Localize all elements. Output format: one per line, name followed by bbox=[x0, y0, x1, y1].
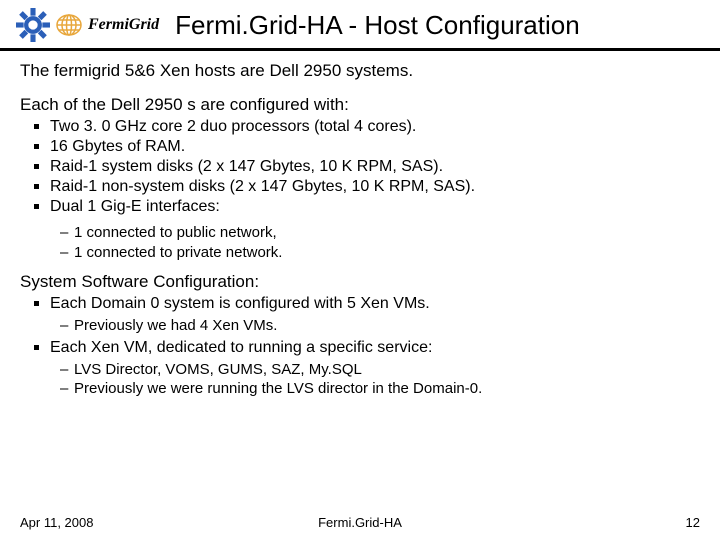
header-rule bbox=[0, 48, 720, 51]
software-heading: System Software Configuration: bbox=[20, 272, 700, 292]
logo-text: FermiGrid bbox=[88, 17, 159, 33]
list-item: Each Domain 0 system is configured with … bbox=[50, 294, 700, 314]
slide-header: FermiGrid Fermi.Grid-HA - Host Configura… bbox=[0, 0, 720, 46]
list-item: 1 connected to public network, bbox=[74, 223, 700, 243]
footer-page-number: 12 bbox=[686, 515, 700, 530]
grid-icon bbox=[56, 14, 82, 36]
software-sub-list-2: LVS Director, VOMS, GUMS, SAZ, My.SQL Pr… bbox=[20, 360, 700, 399]
footer-date: Apr 11, 2008 bbox=[20, 515, 93, 530]
paragraph-intro: The fermigrid 5&6 Xen hosts are Dell 295… bbox=[20, 61, 700, 81]
slide-footer: Apr 11, 2008 Fermi.Grid-HA 12 bbox=[0, 515, 720, 530]
list-item: 16 Gbytes of RAM. bbox=[50, 137, 700, 157]
list-item: 1 connected to private network. bbox=[74, 243, 700, 263]
list-item: Raid-1 system disks (2 x 147 Gbytes, 10 … bbox=[50, 157, 700, 177]
software-bullet-list-1: Each Domain 0 system is configured with … bbox=[20, 294, 700, 314]
footer-center: Fermi.Grid-HA bbox=[318, 515, 402, 530]
list-item: Previously we were running the LVS direc… bbox=[74, 379, 700, 399]
list-item: Each Xen VM, dedicated to running a spec… bbox=[50, 338, 700, 358]
list-item: Two 3. 0 GHz core 2 duo processors (tota… bbox=[50, 117, 700, 137]
list-item: Dual 1 Gig-E interfaces: bbox=[50, 197, 700, 217]
logo-block: FermiGrid bbox=[16, 8, 159, 42]
paragraph-config-lead: Each of the Dell 2950 s are configured w… bbox=[20, 95, 700, 115]
list-item: LVS Director, VOMS, GUMS, SAZ, My.SQL bbox=[74, 360, 700, 380]
gear-icon bbox=[16, 8, 50, 42]
hardware-bullet-list: Two 3. 0 GHz core 2 duo processors (tota… bbox=[20, 117, 700, 217]
hardware-sub-list: 1 connected to public network, 1 connect… bbox=[20, 223, 700, 262]
slide-title: Fermi.Grid-HA - Host Configuration bbox=[175, 10, 580, 41]
software-sub-list-1: Previously we had 4 Xen VMs. bbox=[20, 316, 700, 336]
slide-content: The fermigrid 5&6 Xen hosts are Dell 295… bbox=[0, 61, 720, 399]
fermigrid-logo-text: FermiGrid bbox=[88, 17, 159, 33]
software-bullet-list-2: Each Xen VM, dedicated to running a spec… bbox=[20, 338, 700, 358]
list-item: Raid-1 non-system disks (2 x 147 Gbytes,… bbox=[50, 177, 700, 197]
list-item: Previously we had 4 Xen VMs. bbox=[74, 316, 700, 336]
